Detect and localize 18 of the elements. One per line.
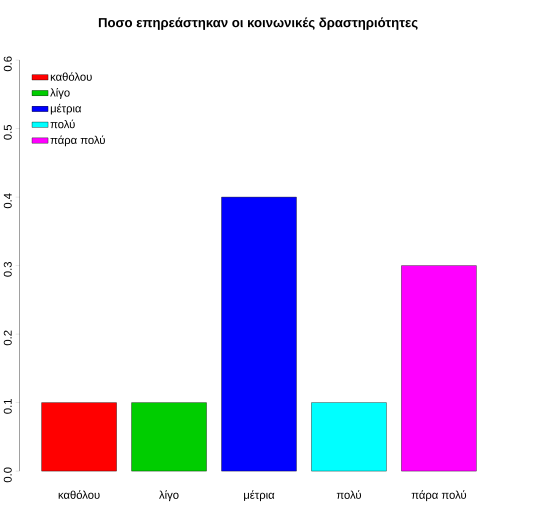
y-tick-label: 0.1	[4, 399, 12, 414]
x-tick-label: πάρα πολύ	[412, 490, 466, 502]
y-tick-label: 0.2	[4, 330, 12, 346]
y-tick-label: 0.3	[4, 262, 12, 277]
y-tick-label: 0.4	[4, 193, 12, 208]
x-tick-label: καθόλου	[58, 490, 100, 499]
x-tick-label: πολύ	[336, 490, 362, 499]
y-tick-label: 0.6	[4, 56, 12, 72]
legend-label: καθόλου	[50, 72, 92, 81]
y-tick-label: 0.5	[4, 125, 12, 140]
legend-label: πολύ	[50, 120, 75, 128]
x-tick-label: μέτρια	[244, 490, 274, 502]
y-tick-label: 0.0	[4, 468, 12, 482]
x-tick-label: λίγο	[159, 490, 179, 502]
chart-title: Ποσο επηρεάστηκαν οι κοινωνικές δραστηριότητες	[98, 17, 418, 30]
legend-label: λίγο	[50, 88, 70, 99]
legend-label: πάρα πολύ	[50, 136, 105, 146]
legend-label: μέτρια	[50, 104, 82, 115]
